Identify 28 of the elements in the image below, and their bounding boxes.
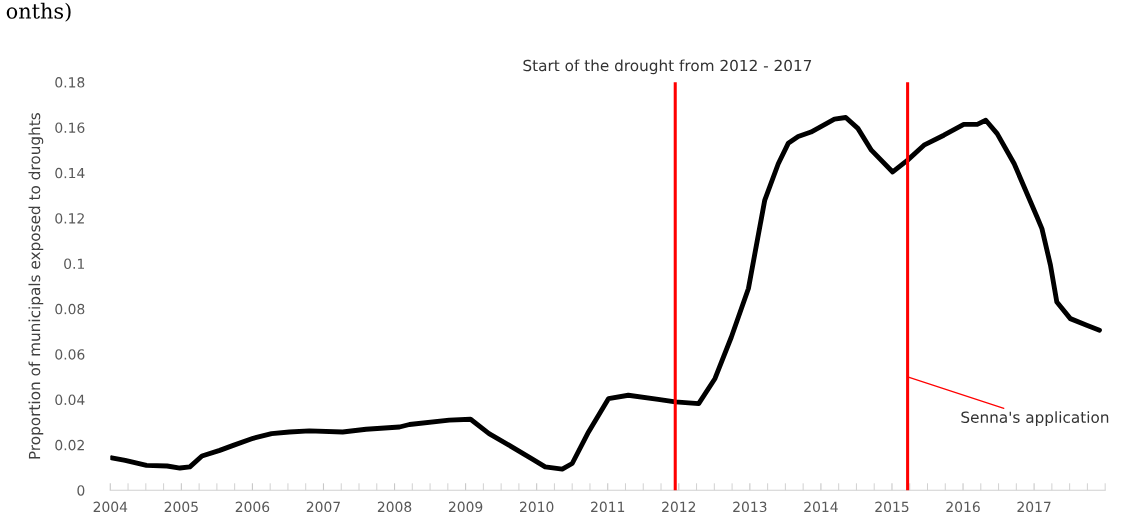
- x-tick-label: 2004: [93, 501, 128, 513]
- annotation: Senna's application: [961, 411, 1109, 426]
- y-tick-label: 0.14: [55, 167, 85, 179]
- x-tick-label: 2014: [804, 501, 838, 513]
- x-tick-label: 2011: [591, 501, 625, 513]
- x-tick-label: 2013: [733, 501, 767, 513]
- chart-title: Start of the drought from 2012 - 2017: [523, 59, 812, 75]
- x-tick-label: 2016: [946, 501, 980, 513]
- x-tick-label: 2005: [164, 501, 198, 513]
- y-tick-label: 0.02: [55, 439, 84, 451]
- y-tick-label: 0.1: [64, 258, 85, 269]
- x-tick-label: 2012: [662, 501, 696, 513]
- text: onths): [6, 2, 71, 22]
- y-tick-label: 0.08: [55, 303, 85, 315]
- y-tick-label: 0: [77, 485, 85, 496]
- x-tick-label: 2007: [306, 501, 340, 513]
- y-tick-label: 0.16: [55, 122, 85, 133]
- y-tick-label: 0.12: [55, 213, 84, 224]
- x-tick-label: 2009: [448, 501, 483, 513]
- x-tick-label: 2015: [875, 501, 909, 513]
- y-tick-label: 0.04: [55, 394, 85, 406]
- y-axis-title: Proportion of municipals exposed to droughts: [28, 113, 44, 459]
- x-tick-label: 2010: [520, 501, 554, 513]
- y-tick-label: 0.06: [55, 349, 85, 360]
- x-tick-label: 2006: [235, 501, 270, 513]
- y-tick-label: 0.18: [55, 77, 85, 88]
- x-tick-label: 2008: [377, 501, 412, 513]
- x-tick-label: 2017: [1017, 501, 1051, 513]
